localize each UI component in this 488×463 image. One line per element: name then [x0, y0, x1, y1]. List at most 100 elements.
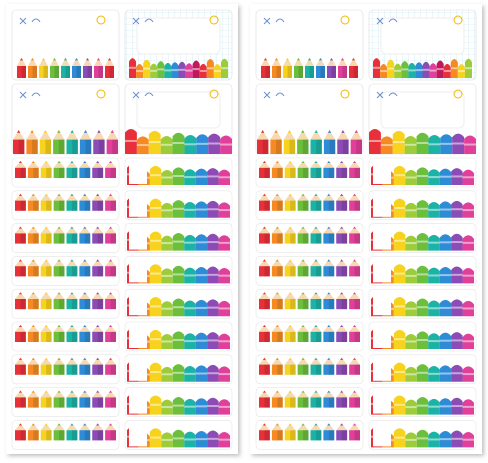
pencil-body [15, 430, 26, 441]
pencil-shade [277, 167, 283, 178]
pencil-wood [349, 58, 358, 66]
crayon-band [415, 69, 423, 72]
crayon-band [462, 405, 474, 408]
pencil-body [271, 299, 283, 310]
doodle-scribble [263, 91, 285, 99]
pencil-lead [262, 423, 267, 426]
pencil-body [323, 167, 335, 178]
pencil-body [336, 364, 348, 375]
pencil-wood [337, 130, 349, 140]
pencil-body [323, 266, 335, 277]
label-bg [255, 420, 364, 450]
pencil-lead [31, 193, 35, 196]
pencil-lead [96, 193, 100, 196]
pencil-shade [59, 397, 65, 408]
pencil-shade [112, 139, 118, 154]
pencil-lead [288, 292, 292, 295]
pencil-shade [315, 266, 322, 277]
pencil-lead [108, 292, 113, 295]
pencil-shade [331, 66, 336, 78]
pencil-shade [341, 167, 348, 178]
pencil-lead [108, 357, 113, 360]
pencil-shade [315, 167, 322, 178]
pencil-wood [105, 161, 116, 168]
crayon-band [207, 339, 219, 342]
pencil-shade [303, 200, 309, 211]
pencil-wood [92, 259, 104, 267]
pencil-wood [323, 161, 335, 168]
pencil-body [350, 139, 362, 154]
pencil-shade [33, 266, 39, 277]
pencil-lead [44, 423, 48, 426]
pencil-lead [262, 390, 267, 393]
pencil-body [92, 299, 104, 310]
pencil-lead [31, 226, 35, 229]
label-small [255, 223, 364, 253]
pencil-shade [328, 299, 335, 310]
crayon-band [164, 69, 172, 72]
label-small [255, 190, 364, 221]
pencil-lead [340, 325, 344, 328]
pencil-shade [20, 266, 26, 277]
crayon-band [149, 370, 162, 373]
pencil-lead [288, 325, 292, 328]
pencil-shade [290, 364, 296, 375]
crayon-band [451, 405, 463, 408]
label-small [255, 420, 364, 450]
pencil-shade [320, 66, 325, 78]
pencil-body [40, 167, 52, 178]
crayon-band [184, 208, 196, 211]
pencil-shade [59, 167, 65, 178]
pencil-body [92, 430, 104, 441]
pencil-shade [71, 200, 78, 211]
crayon-band [394, 69, 402, 72]
pencil-shade [264, 200, 270, 211]
doodle-sun [340, 89, 350, 99]
pencil-body [79, 430, 91, 441]
pencil-wood [336, 357, 348, 365]
pencil-wood [40, 325, 52, 332]
pencil-body [297, 397, 309, 408]
crayon-band [161, 340, 173, 343]
pencil-body [79, 299, 91, 310]
pencil-wood [15, 259, 26, 267]
doodle-scribble [376, 91, 398, 99]
label-small [11, 354, 120, 385]
crayon-band [213, 70, 221, 73]
pencil-wood [297, 259, 309, 267]
crayon-band [172, 142, 185, 145]
pencil-lead [301, 130, 305, 133]
pencil-shade [341, 331, 348, 342]
pencil-body [66, 299, 78, 310]
pencil-shade [21, 66, 26, 78]
pencil-body [66, 167, 78, 178]
pencil-lead [352, 423, 357, 426]
pencil-wood [259, 357, 270, 365]
pencil-shade [264, 364, 270, 375]
pencil-wood [92, 193, 104, 201]
pencil-body [349, 66, 358, 78]
pencil-lead [52, 58, 57, 61]
pencil-wood [310, 226, 322, 234]
label [368, 9, 477, 81]
crayon-band [160, 143, 173, 146]
pencil-lead [301, 193, 305, 196]
pencil-shade [290, 200, 296, 211]
crayon-band [220, 67, 228, 70]
pencil-wood [66, 423, 78, 431]
crayon-band [195, 208, 208, 211]
pencil-lead [44, 390, 48, 393]
pencil-wood [323, 226, 335, 234]
pencil-shade [354, 200, 360, 211]
pencil-wood [53, 193, 65, 201]
pencil-shade [303, 299, 309, 310]
pencil-shade [71, 233, 78, 244]
label-white-area [129, 226, 147, 250]
crayon-band [220, 143, 232, 146]
label-small [124, 354, 233, 385]
crayon-band [439, 208, 452, 211]
pencil-shade [290, 430, 296, 441]
pencil-shade [84, 233, 91, 244]
crayon-band [218, 340, 230, 343]
pencil-body [310, 167, 322, 178]
